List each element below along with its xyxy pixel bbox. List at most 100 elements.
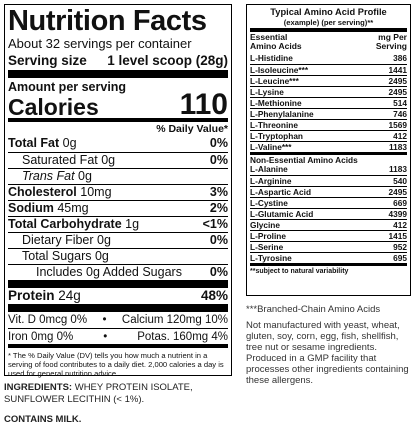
nutrient-label: Saturated Fat xyxy=(22,153,98,167)
amino-mg: 695 xyxy=(393,252,407,263)
nutrient-name: Total Carbohydrate 1g xyxy=(8,217,139,232)
amino-row: L-Isoleucine*** 1441 xyxy=(250,63,407,75)
allergen-statement: Not manufactured with yeast, wheat, glut… xyxy=(246,320,409,386)
amino-name: L-Histidine xyxy=(250,52,293,63)
nutrient-row: Saturated Fat 0g 0% xyxy=(8,152,228,168)
amino-column-header: Essential Amino Acids mg Per Serving xyxy=(250,27,407,53)
protein-label: Protein xyxy=(8,288,55,303)
nutrient-label: Trans Fat xyxy=(22,169,75,183)
amino-name: L-Leucine*** xyxy=(250,75,299,86)
amino-name: L-Lysine xyxy=(250,86,284,97)
amino-name: L-Cystine xyxy=(250,197,288,208)
nutrition-facts-panel: Nutrition Facts About 32 servings per co… xyxy=(4,4,232,378)
nutrient-row: Sodium 45mg 2% xyxy=(8,200,228,216)
amino-row: L-Threonine 1569 xyxy=(250,118,407,130)
nutrient-name: Includes 0g Added Sugars xyxy=(8,265,182,280)
amino-row: L-Tryptophan 412 xyxy=(250,129,407,141)
amino-row: L-Glutamic Acid 4399 xyxy=(250,207,407,219)
amino-mg: 1183 xyxy=(389,141,407,152)
amino-mg: 746 xyxy=(393,108,407,119)
nutrition-facts-title: Nutrition Facts xyxy=(8,5,207,37)
amino-name: L-Tyrosine xyxy=(250,252,292,263)
amino-row: L-Methionine 514 xyxy=(250,96,407,108)
servings-per-container: About 32 servings per container xyxy=(8,36,192,51)
protein-row: Protein 24g 48% xyxy=(8,288,228,304)
nutrient-label: Total Sugars xyxy=(22,249,92,263)
vitamin-right: Potas. 160mg 4% xyxy=(137,331,228,343)
nutrient-dv: 0% xyxy=(209,153,228,167)
nutrient-label: Includes 0g Added Sugars xyxy=(36,265,182,279)
nutrient-label: Total Carbohydrate xyxy=(8,217,122,231)
vitamin-left: Iron 0mg 0% xyxy=(8,331,74,343)
amino-name: L-Alanine xyxy=(250,163,288,174)
amino-name: L-Aspartic Acid xyxy=(250,186,312,197)
serving-size-label: Serving size xyxy=(8,53,87,68)
amino-row: L-Proline 1415 xyxy=(250,229,407,241)
nutrient-amount: 0g xyxy=(62,136,77,150)
amino-row: L-Cystine 669 xyxy=(250,196,407,208)
amino-mg: 1441 xyxy=(388,64,407,75)
nutrient-name: Saturated Fat 0g xyxy=(8,153,115,168)
amino-mg: 952 xyxy=(393,241,407,252)
variability-note: **subject to natural variability xyxy=(250,262,407,277)
non-essential-header: Non-Essential Amino Acids xyxy=(250,151,407,165)
nutrient-label: Cholesterol xyxy=(8,185,77,199)
nutrient-amount: 0g xyxy=(101,153,116,167)
mg-header-1: mg Per xyxy=(378,31,407,42)
amino-mg: 2495 xyxy=(388,186,407,197)
calories-value: 110 xyxy=(179,88,228,121)
nutrient-name: Cholesterol 10mg xyxy=(8,185,112,200)
thick-divider xyxy=(8,70,228,78)
amino-mg: 2495 xyxy=(388,75,407,86)
nutrient-row: Total Sugars 0g xyxy=(8,248,228,264)
nutrient-label: Total Fat xyxy=(8,136,60,150)
thick-divider xyxy=(8,280,228,288)
amino-mg: 514 xyxy=(393,97,407,108)
amino-row: Glycine 412 xyxy=(250,218,407,230)
nutrient-name: Total Sugars 0g xyxy=(8,249,109,264)
nutrient-amount: 1g xyxy=(125,217,140,231)
protein-dv: 48% xyxy=(200,288,228,303)
ingredients-statement: INGREDIENTS: WHEY PROTEIN ISOLATE, SUNFL… xyxy=(4,382,234,406)
nutrient-name: Total Fat 0g xyxy=(8,136,77,152)
nutrient-dv: 0% xyxy=(209,233,228,247)
nutrient-name: Dietary Fiber 0g xyxy=(8,233,111,248)
amino-mg: 1569 xyxy=(388,119,407,130)
amino-row: L-Aspartic Acid 2495 xyxy=(250,185,407,197)
amino-name: L-Glutamic Acid xyxy=(250,208,314,219)
nutrient-label: Dietary Fiber xyxy=(22,233,94,247)
daily-value-footnote: * The % Daily Value (DV) tells you how m… xyxy=(8,344,228,380)
amino-subtitle: (example) (per serving)** xyxy=(283,17,374,27)
nutrient-rows: Total Fat 0g 0% Saturated Fat 0g 0% Trans Fa… xyxy=(8,136,228,280)
vitamin-left: Vit. D 0mcg 0% xyxy=(8,314,88,326)
nutrient-amount: 0g xyxy=(97,233,111,247)
serving-size-value: 1 level scoop (28g) xyxy=(107,53,228,68)
amino-name: L-Phenylalanine xyxy=(250,108,314,119)
vitamin-sep: • xyxy=(102,314,107,326)
amino-row: L-Alanine 1183 xyxy=(250,164,407,175)
amino-name: L-Tryptophan xyxy=(250,130,304,141)
non-essential-amino-list: L-Alanine 1183 L-Arginine 540 L-Aspartic Aci… xyxy=(250,164,407,263)
amino-row: L-Histidine 386 xyxy=(250,53,407,64)
thick-divider xyxy=(8,304,228,312)
amino-row: L-Leucine*** 2495 xyxy=(250,74,407,86)
contains-statement: CONTAINS MILK. xyxy=(4,414,82,425)
amino-name: L-Serine xyxy=(250,241,284,252)
ingredients-text: WHEY PROTEIN ISOLATE, SUNFLOWER LECITHIN… xyxy=(4,382,193,405)
amino-mg: 412 xyxy=(393,219,407,230)
essential-header-1: Essential xyxy=(250,31,288,42)
ingredients-label: INGREDIENTS: xyxy=(4,382,73,393)
essential-amino-list: L-Histidine 386 L-Isoleucine*** 1441 L-Leuci… xyxy=(250,53,407,152)
calories-row: Calories 110 xyxy=(8,88,228,121)
medium-divider xyxy=(8,118,228,122)
amino-acid-panel: Typical Amino Acid Profile (example) (pe… xyxy=(246,4,411,296)
nutrient-dv: 3% xyxy=(209,185,228,199)
vitamin-right: Calcium 120mg 10% xyxy=(121,314,228,326)
amino-mg: 386 xyxy=(393,52,407,63)
nutrient-amount: 45mg xyxy=(57,201,89,215)
amino-title: Typical Amino Acid Profile xyxy=(270,7,387,17)
daily-value-header: % Daily Value* xyxy=(156,123,228,135)
nutrient-amount: 0g xyxy=(78,169,92,183)
nutrient-label: Sodium xyxy=(8,201,54,215)
nutrient-row: Total Fat 0g 0% xyxy=(8,136,228,152)
